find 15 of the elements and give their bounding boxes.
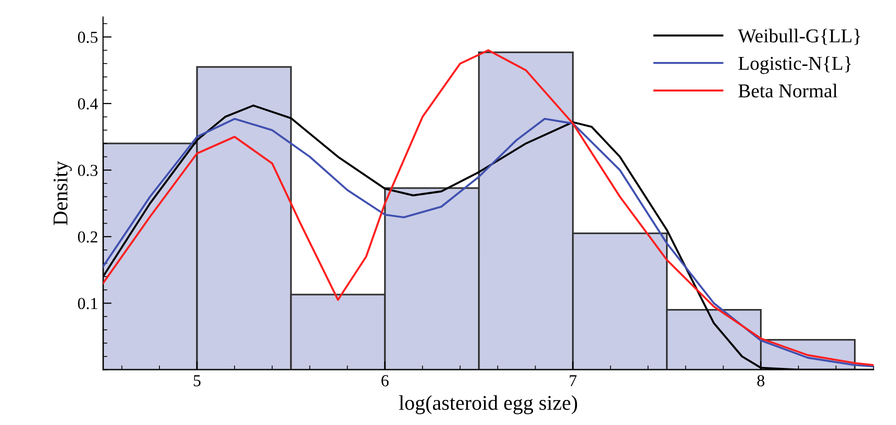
x-tick-label: 6 [382, 375, 389, 386]
x-tick-label: 5 [194, 375, 201, 386]
x-axis-title: log(asteroid egg size) [399, 395, 578, 414]
legend-label: Logistic-N{L} [738, 56, 851, 74]
y-tick-label: 0.3 [78, 164, 98, 176]
y-tick-label: 0.4 [78, 98, 98, 110]
x-tick-label: 8 [757, 375, 764, 386]
x-tick-label: 7 [570, 375, 577, 386]
y-tick-label: 0.5 [78, 32, 98, 43]
legend-label: Weibull-G{LL} [738, 28, 860, 45]
line-series [103, 49, 874, 366]
legend-label: Beta Normal [738, 84, 838, 98]
y-axis-title: Density [54, 161, 72, 226]
y-tick-label: 0.2 [78, 231, 98, 243]
y-tick-label: 0.1 [78, 298, 98, 310]
